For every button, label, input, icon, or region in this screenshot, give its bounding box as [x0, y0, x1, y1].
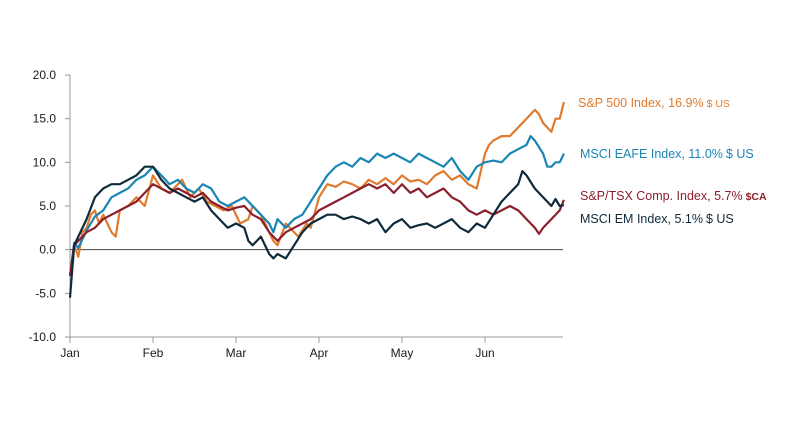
series-label-msci-eafe: MSCI EAFE Index, 11.0% $ US	[580, 147, 754, 161]
series-label-currency: $ US	[726, 147, 754, 161]
series-label-currency: $ US	[706, 212, 734, 226]
series-label-msci-em: MSCI EM Index, 5.1% $ US	[580, 212, 734, 226]
y-tick-label: 10.0	[33, 155, 57, 169]
series-label-name: MSCI EAFE Index, 11.0%	[580, 147, 723, 161]
x-tick-label: Jun	[475, 346, 494, 360]
series-line-sp-tsx	[68, 183, 565, 277]
series-line-msci-em	[68, 165, 565, 298]
series-label-name: S&P 500 Index, 16.9%	[578, 96, 704, 110]
y-tick-label: 0.0	[39, 243, 56, 257]
series-label-name: MSCI EM Index, 5.1%	[580, 212, 703, 226]
x-tick-label: Jan	[60, 346, 79, 360]
series-label-sp500: S&P 500 Index, 16.9% $ US	[578, 96, 730, 110]
x-tick-label: May	[391, 346, 414, 360]
x-tick-label: Apr	[310, 346, 329, 360]
series-layer	[68, 101, 565, 298]
y-tick-label: -10.0	[29, 330, 57, 344]
y-tick-label: -5.0	[35, 286, 56, 300]
series-label-name: S&P/TSX Comp. Index, 5.7%	[580, 189, 743, 203]
y-tick-label: 15.0	[33, 112, 57, 126]
y-tick-label: 20.0	[33, 68, 57, 82]
series-label-currency: $CA	[746, 191, 767, 203]
y-tick-label: 5.0	[39, 199, 56, 213]
series-label-sp-tsx: S&P/TSX Comp. Index, 5.7% $CA	[580, 189, 767, 203]
x-tick-label: Mar	[226, 346, 247, 360]
x-axis: Jan Feb Mar Apr May Jun	[60, 249, 563, 360]
y-axis: 20.0 15.0 10.0 5.0 0.0 -5.0 -10.0	[29, 68, 71, 344]
series-line-msci-eafe	[68, 135, 565, 277]
x-tick-label: Feb	[143, 346, 164, 360]
series-label-currency: $ US	[707, 98, 730, 110]
